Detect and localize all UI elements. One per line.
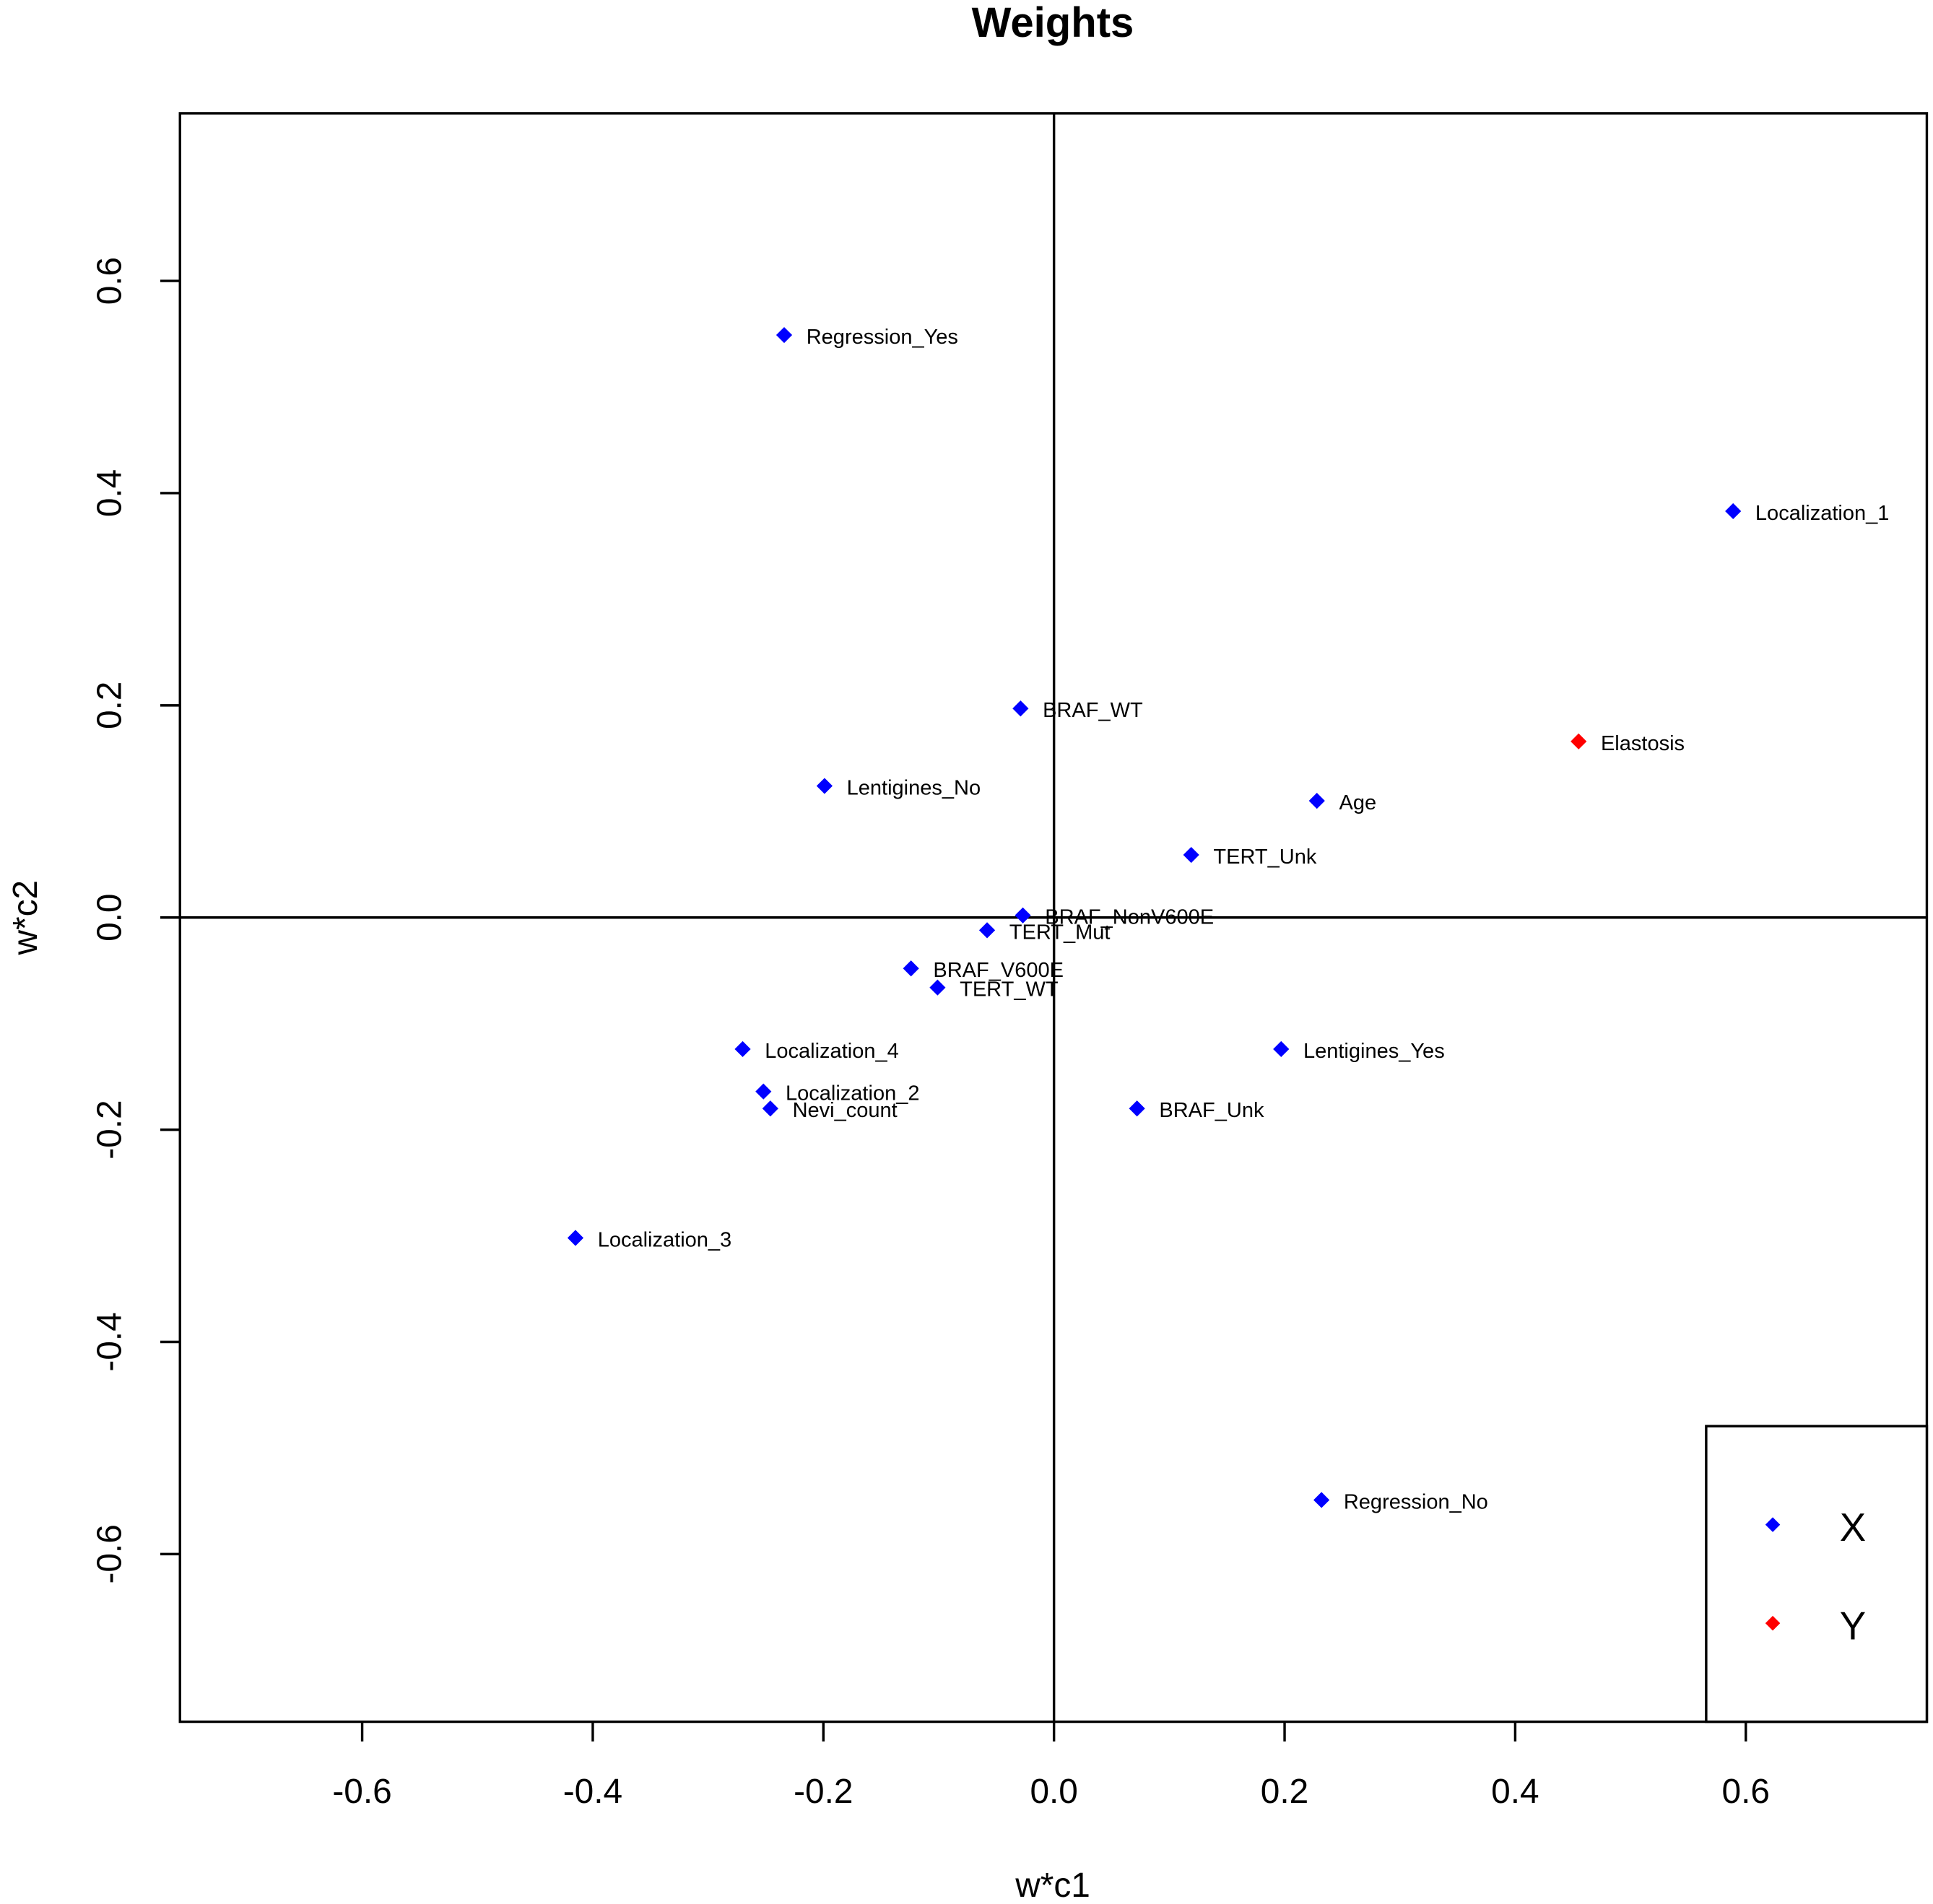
- data-point-x: [1725, 503, 1742, 520]
- y-tick-label: -0.6: [90, 1524, 129, 1583]
- x-tick-label: -0.6: [332, 1773, 391, 1811]
- x-tick-label: 0.0: [1030, 1773, 1077, 1811]
- data-point-label: Localization_4: [765, 1040, 899, 1063]
- data-point-label: Lentigines_Yes: [1303, 1040, 1445, 1063]
- data-point-x: [1273, 1040, 1290, 1058]
- x-tick-label: -0.4: [563, 1773, 622, 1811]
- legend-marker-x: [1765, 1517, 1781, 1532]
- data-point-y: [1571, 733, 1587, 749]
- x-axis-label: w*c1: [1015, 1866, 1090, 1904]
- data-point-x: [1129, 1100, 1145, 1117]
- data-point-x: [1183, 846, 1199, 864]
- y-tick-label: 0.0: [90, 894, 129, 942]
- data-point-label: TERT_WT: [960, 978, 1059, 1001]
- data-point-label: Nevi_count: [793, 1099, 898, 1122]
- data-point-label: BRAF_WT: [1043, 699, 1143, 722]
- legend-label: X: [1840, 1505, 1866, 1549]
- data-point-x: [929, 979, 946, 996]
- y-axis-label: w*c2: [6, 880, 45, 955]
- data-point-label: BRAF_NonV600E: [1045, 906, 1214, 929]
- x-tick-label: 0.4: [1491, 1773, 1539, 1811]
- data-point-x: [1015, 907, 1031, 923]
- data-point-x: [1313, 1492, 1330, 1508]
- legend-box: [1705, 1425, 1929, 1723]
- data-point-x: [755, 1083, 772, 1100]
- data-point-label: Localization_2: [786, 1082, 920, 1105]
- data-point-label: BRAF_V600E: [933, 959, 1064, 982]
- legend-label: Y: [1840, 1604, 1866, 1648]
- x-tick-label: 0.6: [1722, 1773, 1770, 1811]
- data-point-label: Regression_Yes: [807, 326, 958, 349]
- data-point-label: Age: [1339, 791, 1376, 814]
- data-point-x: [816, 778, 833, 794]
- chart-title: Weights: [972, 0, 1134, 46]
- y-tick-label: 0.2: [90, 682, 129, 729]
- data-point-label: Localization_3: [598, 1228, 732, 1251]
- x-tick-label: 0.2: [1261, 1773, 1308, 1811]
- data-point-label: BRAF_Unk: [1159, 1099, 1264, 1122]
- data-point-x: [567, 1230, 584, 1246]
- data-point-x: [903, 960, 919, 977]
- data-point-x: [1012, 700, 1029, 717]
- legend-marker-y: [1765, 1615, 1781, 1631]
- data-point-label: Lentigines_No: [847, 776, 981, 799]
- data-point-x: [978, 922, 996, 939]
- y-tick-label: -0.2: [90, 1100, 129, 1159]
- data-point-x: [762, 1100, 778, 1117]
- data-point-x: [1308, 793, 1325, 809]
- x-tick-label: -0.2: [794, 1773, 853, 1811]
- data-point-label: Elastosis: [1601, 732, 1685, 755]
- data-point-label: TERT_Mut: [1009, 921, 1111, 944]
- data-point-label: TERT_Unk: [1213, 846, 1316, 869]
- y-tick-label: 0.6: [90, 257, 129, 305]
- data-point-label: Regression_No: [1344, 1490, 1488, 1513]
- data-point-x: [734, 1040, 751, 1058]
- y-tick-label: 0.4: [90, 469, 129, 517]
- y-tick-label: -0.4: [90, 1312, 129, 1371]
- data-point-x: [776, 326, 793, 344]
- data-point-label: Localization_1: [1755, 502, 1890, 525]
